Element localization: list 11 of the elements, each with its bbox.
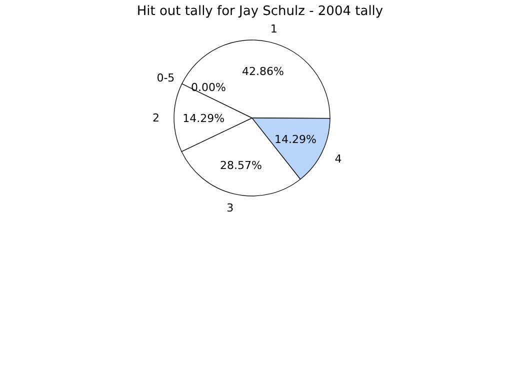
category-label: 0-5	[156, 72, 175, 85]
slice-label: 1	[270, 22, 278, 36]
data-label: 14.29%	[182, 112, 225, 125]
text: 0.00%	[191, 80, 226, 94]
slice-label: 2	[152, 112, 160, 125]
slice-label: 3	[226, 202, 234, 215]
data-label: 42.86%	[242, 64, 284, 78]
data-label: 28.57%	[220, 159, 262, 172]
slice-label: 4	[334, 152, 342, 166]
data-label: 14.29%	[274, 133, 316, 146]
chart-title: Hit out tally for Jay Schulz - 2004 tally	[136, 4, 384, 19]
